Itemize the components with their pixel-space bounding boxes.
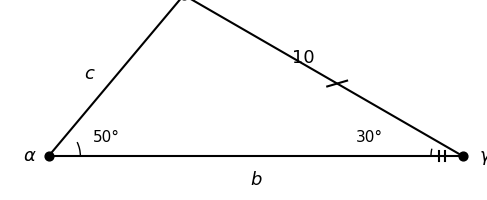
- Text: γ: γ: [479, 147, 487, 165]
- Text: c: c: [85, 65, 94, 83]
- Text: 30°: 30°: [356, 130, 383, 145]
- Point: [45, 154, 53, 158]
- Text: α: α: [23, 147, 35, 165]
- Point: [459, 154, 467, 158]
- Text: 10: 10: [292, 49, 315, 67]
- Text: b: b: [250, 171, 262, 189]
- Text: 50°: 50°: [93, 130, 119, 145]
